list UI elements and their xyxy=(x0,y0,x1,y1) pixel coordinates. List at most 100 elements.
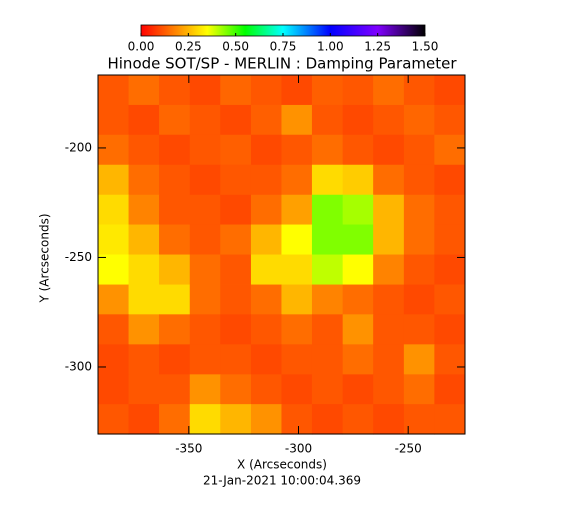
heatmap-cell xyxy=(128,254,160,285)
heatmap-cell xyxy=(98,194,130,226)
heatmap-cell xyxy=(189,74,221,106)
heatmap-cell xyxy=(189,194,221,226)
heatmap-cell xyxy=(128,284,160,315)
heatmap-cell xyxy=(220,224,252,255)
heatmap-cell xyxy=(98,374,130,405)
heatmap-cell xyxy=(403,344,435,375)
heatmap-cell xyxy=(220,314,252,345)
heatmap-cell xyxy=(373,194,405,226)
heatmap-cell xyxy=(159,344,191,375)
heatmap-cell xyxy=(311,374,344,405)
heatmap-cell xyxy=(403,224,435,255)
heatmap-cell xyxy=(403,404,435,435)
heatmap-cell xyxy=(189,104,221,136)
footer-date: 21-Jan-2021 10:00:04.369 xyxy=(203,474,361,488)
heatmap-cell xyxy=(189,404,221,435)
heatmap-cell xyxy=(342,404,374,435)
heatmap-cell xyxy=(189,314,221,345)
heatmap-cell xyxy=(373,314,405,345)
heatmap-cell xyxy=(281,224,313,255)
heatmap-cell xyxy=(311,404,344,435)
heatmap-cell xyxy=(250,254,283,285)
colorbar-tick-label: 1.00 xyxy=(317,40,344,54)
heatmap-cell xyxy=(250,164,283,196)
heatmap-cell xyxy=(128,74,160,106)
heatmap-cell xyxy=(434,134,466,166)
heatmap-cell xyxy=(342,224,374,255)
colorbar-tick-label: 0.25 xyxy=(175,40,202,54)
heatmap-cell xyxy=(220,254,252,285)
heatmap-cell xyxy=(128,104,160,136)
colorbar-tick-label: 0.75 xyxy=(270,40,297,54)
heatmap-cell xyxy=(434,254,466,285)
heatmap-cell xyxy=(373,164,405,196)
heatmap-cell xyxy=(434,164,466,196)
heatmap-cell xyxy=(98,134,130,166)
heatmap-cell xyxy=(220,404,252,435)
heatmap-cell xyxy=(220,374,252,405)
heatmap-cell xyxy=(403,374,435,405)
heatmap-cell xyxy=(159,164,191,196)
heatmap-cell xyxy=(281,404,313,435)
heatmap-cell xyxy=(281,134,313,166)
colorbar-tick-label: 0.00 xyxy=(128,40,155,54)
heatmap-cell xyxy=(311,74,344,106)
heatmap-cell xyxy=(98,254,130,285)
heatmap-cell xyxy=(128,194,160,226)
heatmap-cell xyxy=(250,314,283,345)
heatmap-cell xyxy=(373,374,405,405)
heatmap-cell xyxy=(342,134,374,166)
colorbar-tick-label: 0.50 xyxy=(222,40,249,54)
heatmap-cell xyxy=(250,284,283,315)
heatmap-cell xyxy=(342,164,374,196)
heatmap-cell xyxy=(311,104,344,136)
heatmap-cell xyxy=(189,224,221,255)
heatmap-cell xyxy=(403,254,435,285)
heatmap-cell xyxy=(220,344,252,375)
heatmap-cell xyxy=(373,74,405,106)
x-tick-label: -250 xyxy=(395,442,422,456)
heatmap-cell xyxy=(342,374,374,405)
heatmap-cell xyxy=(189,134,221,166)
heatmap-cell xyxy=(189,344,221,375)
heatmap-cell xyxy=(403,134,435,166)
heatmap-cell xyxy=(250,134,283,166)
heatmap-cell xyxy=(434,224,466,255)
heatmap-cell xyxy=(342,254,374,285)
colorbar-tick-label: 1.50 xyxy=(412,40,439,54)
heatmap-cell xyxy=(342,74,374,106)
heatmap-cell xyxy=(373,104,405,136)
heatmap-cell xyxy=(434,344,466,375)
heatmap-cell xyxy=(434,194,466,226)
heatmap-cell xyxy=(434,404,466,435)
heatmap-cell xyxy=(220,134,252,166)
heatmap-cell xyxy=(98,314,130,345)
heatmap-cell xyxy=(98,224,130,255)
heatmap-cell xyxy=(311,284,344,315)
heatmap-cell xyxy=(98,404,130,435)
heatmap-cell xyxy=(128,404,160,435)
heatmap-cell xyxy=(434,104,466,136)
heatmap-cell xyxy=(128,224,160,255)
heatmap-cell xyxy=(281,74,313,106)
x-tick-label: -350 xyxy=(175,442,202,456)
y-tick-label: -300 xyxy=(65,359,92,373)
colorbar-tick-label: 1.25 xyxy=(364,40,391,54)
heatmap-cell xyxy=(281,284,313,315)
heatmap-cell xyxy=(342,104,374,136)
heatmap-cell xyxy=(159,224,191,255)
heatmap-cell xyxy=(342,194,374,226)
heatmap-cell xyxy=(403,314,435,345)
heatmap-cell xyxy=(373,224,405,255)
heatmap-cell xyxy=(159,254,191,285)
heatmap-cell xyxy=(250,74,283,106)
heatmap-cell xyxy=(98,104,130,136)
heatmap-cell xyxy=(250,224,283,255)
heatmap-cell xyxy=(434,374,466,405)
heatmap-cell xyxy=(403,194,435,226)
heatmap-cell xyxy=(403,74,435,106)
heatmap-cell xyxy=(159,404,191,435)
heatmap-cell xyxy=(434,74,466,106)
x-axis-label: X (Arcseconds) xyxy=(237,458,327,472)
